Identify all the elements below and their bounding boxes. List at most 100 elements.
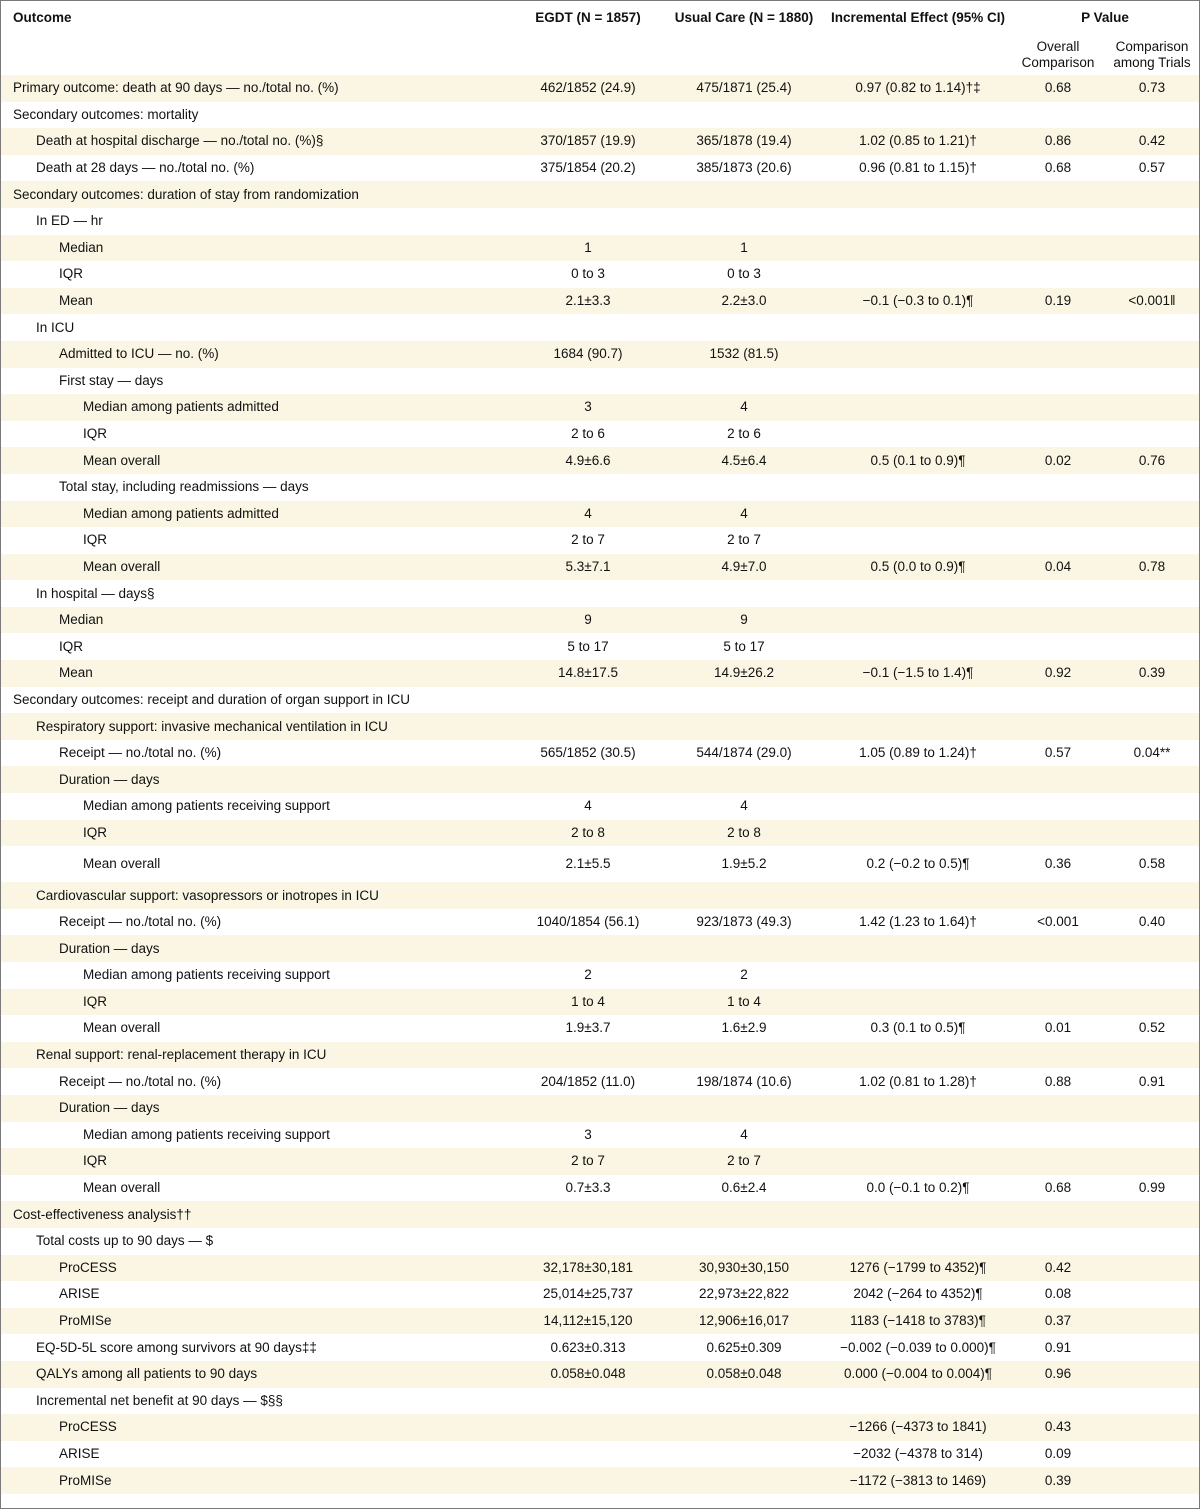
- table-row: Mean overall 4.9±6.6 4.5±6.4 0.5 (0.1 to 0.…: [1, 447, 1199, 474]
- row-label: Primary outcome: death at 90 days — no./…: [1, 75, 513, 102]
- table-row: Receipt — no./total no. (%) 204/1852 (11.…: [1, 1068, 1199, 1095]
- p-among-trials-value: 0.39: [1105, 660, 1199, 687]
- usual-care-value: [663, 102, 825, 129]
- row-label: Total stay, including readmissions — day…: [59, 479, 309, 495]
- row-label: Secondary outcomes: duration of stay fro…: [1, 181, 513, 208]
- table-row: Secondary outcomes: duration of stay fro…: [1, 181, 1199, 208]
- usual-care-value: 365/1878 (19.4): [663, 128, 825, 155]
- usual-care-value: 9: [663, 606, 825, 634]
- header-overall-comparison: Overall Comparison: [1021, 39, 1095, 70]
- p-overall-value: 0.04: [1011, 553, 1105, 581]
- usual-care-value: [663, 1388, 825, 1415]
- table-row: Mean overall 5.3±7.1 4.9±7.0 0.5 (0.0 to 0.…: [1, 553, 1199, 581]
- usual-care-value: 2 to 7: [727, 532, 761, 548]
- usual-care-value: 2: [740, 967, 748, 983]
- p-among-trials-value: [1105, 421, 1199, 448]
- p-overall-value: [1011, 1201, 1105, 1228]
- egdt-value: 0.058±0.048: [513, 1360, 663, 1388]
- p-overall-value: [1011, 234, 1105, 262]
- row-label: Median among patients receiving support: [83, 798, 330, 814]
- p-overall-value: 0.02: [1011, 447, 1105, 474]
- table-row: ProCESS 32,178±30,181 30,930±30,150 1276 (−…: [1, 1254, 1199, 1282]
- p-among-trials-value: [1105, 988, 1199, 1016]
- incremental-effect-value: [825, 234, 1011, 262]
- p-overall-value: [1011, 394, 1105, 421]
- incremental-effect-value: 0.0 (−0.1 to 0.2)¶: [866, 1180, 970, 1196]
- p-overall-value: [1011, 368, 1105, 395]
- usual-care-value: [663, 935, 825, 962]
- p-among-trials-value: [1105, 340, 1199, 368]
- p-among-trials-value: [1105, 234, 1199, 262]
- usual-care-value: 5 to 17: [723, 638, 765, 654]
- p-among-trials-value: [1105, 1388, 1199, 1415]
- table-row: IQR 2 to 7 2 to 7: [1, 527, 1199, 554]
- row-label: Mean overall: [1, 553, 513, 581]
- egdt-value: [513, 1228, 663, 1255]
- table-row: First stay — days: [1, 368, 1199, 395]
- row-label: Duration — days: [1, 1094, 513, 1122]
- incremental-effect-value: [825, 713, 1011, 740]
- row-label: ProCESS: [1, 1414, 513, 1441]
- incremental-effect-value: [825, 368, 1011, 395]
- row-label: Incremental net benefit at 90 days — $§§: [36, 1392, 283, 1408]
- header-outcome: Outcome: [13, 10, 72, 25]
- egdt-value: [513, 1441, 663, 1468]
- p-among-trials-value: [1105, 1041, 1199, 1069]
- table-body: Primary outcome: death at 90 days — no./…: [1, 75, 1199, 1494]
- egdt-value: 2 to 8: [513, 819, 663, 847]
- egdt-value: [513, 1414, 663, 1441]
- table-row: Respiratory support: invasive mechanical…: [1, 713, 1199, 740]
- table-row: ARISE 25,014±25,737 22,973±22,822 2042 (−26…: [1, 1281, 1199, 1308]
- table-row: Mean overall 0.7±3.3 0.6±2.4 0.0 (−0.1 to 0…: [1, 1175, 1199, 1202]
- row-label: In hospital — days§: [36, 585, 155, 601]
- table-row: Admitted to ICU — no. (%) 1684 (90.7) 1532…: [1, 340, 1199, 368]
- usual-care-value: 0.6±2.4: [721, 1180, 767, 1196]
- p-overall-value: 0.68: [1044, 160, 1072, 176]
- egdt-value: 2 to 7: [513, 1148, 663, 1175]
- table-row: In hospital — days§: [1, 580, 1199, 607]
- table-row: Receipt — no./total no. (%) 1040/1854 (56…: [1, 909, 1199, 936]
- usual-care-value: 2 to 6: [727, 426, 761, 442]
- egdt-value: 1684 (90.7): [513, 340, 663, 368]
- table-row: Mean 14.8±17.5 14.9±26.2 −0.1 (−1.5 to 1.4)…: [1, 660, 1199, 687]
- row-label: Death at 28 days — no./total no. (%): [36, 160, 255, 176]
- incremental-effect-value: [825, 819, 1011, 847]
- egdt-value: [513, 1388, 663, 1415]
- row-label: IQR: [83, 426, 108, 442]
- p-among-trials-value: [1105, 1467, 1199, 1494]
- incremental-effect-value: 0.000 (−0.004 to 0.004)¶: [825, 1360, 1011, 1388]
- p-among-trials-value: [1105, 314, 1199, 341]
- table-row: Secondary outcomes: mortality: [1, 102, 1199, 129]
- row-label: Duration — days: [1, 935, 513, 962]
- usual-care-value: 923/1873 (49.3): [696, 914, 792, 930]
- egdt-value: 2 to 7: [571, 532, 605, 548]
- p-overall-value: [1011, 606, 1105, 634]
- usual-care-value: [663, 687, 825, 714]
- usual-care-value: 385/1873 (20.6): [696, 160, 792, 176]
- incremental-effect-value: [825, 766, 1011, 794]
- table-row: In ED — hr: [1, 208, 1199, 235]
- egdt-value: [513, 314, 663, 341]
- p-overall-value: 0.68: [1011, 75, 1105, 102]
- p-overall-value: <0.001: [1037, 914, 1079, 930]
- p-overall-value: [1011, 261, 1105, 288]
- usual-care-value: [663, 1201, 825, 1228]
- usual-care-value: [663, 1414, 825, 1441]
- row-label: IQR: [59, 638, 84, 654]
- row-label: Median: [1, 606, 513, 634]
- table-row: Cost-effectiveness analysis††: [1, 1201, 1199, 1228]
- incremental-effect-value: [825, 1228, 1011, 1255]
- p-overall-value: 0.57: [1044, 745, 1072, 761]
- usual-care-value: 4: [740, 798, 748, 814]
- row-label: Receipt — no./total no. (%): [59, 745, 222, 761]
- table-row: Median among patients admitted 4 4: [1, 500, 1199, 528]
- p-overall-value: 0.01: [1044, 1020, 1072, 1036]
- header-egdt: EGDT (N = 1857): [535, 10, 641, 25]
- header-p-value: P Value: [1081, 10, 1129, 25]
- egdt-value: [513, 1201, 663, 1228]
- p-overall-value: [1011, 633, 1105, 660]
- egdt-value: 3: [513, 394, 663, 421]
- row-label: Median among patients admitted: [1, 500, 513, 528]
- table-row: Total costs up to 90 days — $: [1, 1228, 1199, 1255]
- incremental-effect-value: 0.5 (0.0 to 0.9)¶: [825, 553, 1011, 581]
